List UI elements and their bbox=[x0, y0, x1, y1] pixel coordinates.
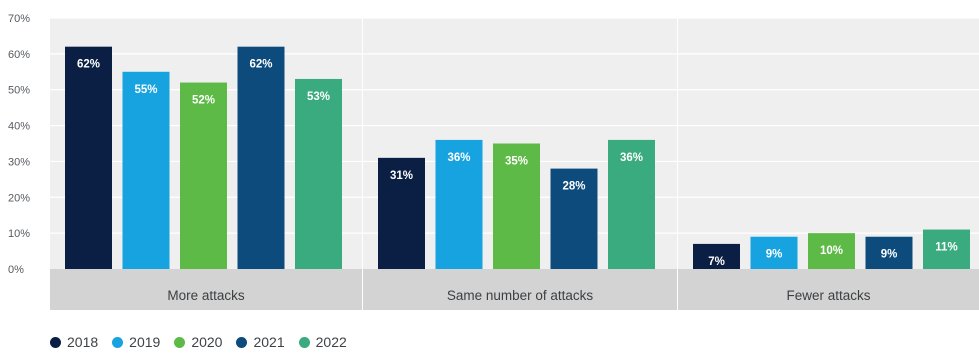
category-label: Same number of attacks bbox=[447, 288, 594, 303]
data-label: 7% bbox=[708, 256, 725, 268]
bar-2022 bbox=[608, 139, 655, 269]
data-label: 11% bbox=[935, 242, 957, 254]
legend-item: 2018 bbox=[50, 334, 98, 350]
bar-2019 bbox=[750, 236, 798, 269]
y-tick-label: 50% bbox=[8, 85, 30, 97]
legend-label: 2021 bbox=[253, 334, 285, 350]
legend-swatch bbox=[236, 336, 248, 348]
legend-swatch bbox=[112, 336, 124, 348]
category-strip bbox=[363, 269, 677, 310]
data-label: 35% bbox=[505, 156, 528, 168]
data-label: 10% bbox=[820, 245, 843, 257]
bar-2021 bbox=[237, 46, 285, 269]
plot-panel bbox=[678, 18, 979, 269]
bar-2018 bbox=[693, 243, 740, 269]
bar-2020 bbox=[808, 233, 855, 269]
bar-2022 bbox=[295, 78, 342, 269]
category-label: Fewer attacks bbox=[786, 288, 870, 303]
y-tick-label: 20% bbox=[8, 192, 30, 204]
bar-2020 bbox=[493, 143, 540, 269]
data-label: 31% bbox=[390, 170, 413, 182]
category-label: More attacks bbox=[167, 288, 245, 303]
y-tick-label: 60% bbox=[8, 49, 30, 61]
bar-2018 bbox=[65, 46, 112, 269]
bar-2020 bbox=[180, 82, 227, 270]
legend-swatch bbox=[298, 336, 310, 348]
data-label: 9% bbox=[881, 249, 898, 261]
legend-item: 2022 bbox=[298, 334, 347, 350]
bar-2021 bbox=[865, 236, 913, 269]
data-label: 52% bbox=[192, 95, 215, 107]
legend-item: 2019 bbox=[112, 334, 160, 350]
y-tick-label: 30% bbox=[8, 156, 30, 168]
y-tick-label: 10% bbox=[8, 228, 30, 240]
legend-label: 2022 bbox=[315, 334, 347, 350]
y-tick-label: 40% bbox=[8, 121, 30, 133]
data-label: 62% bbox=[249, 59, 272, 71]
data-label: 55% bbox=[134, 84, 157, 96]
data-label: 28% bbox=[562, 181, 585, 193]
data-label: 62% bbox=[77, 59, 100, 71]
legend-label: 2020 bbox=[191, 334, 223, 350]
legend-item: 2020 bbox=[174, 334, 222, 350]
legend-swatch bbox=[174, 336, 186, 348]
bar-2019 bbox=[435, 139, 483, 269]
y-tick-label: 70% bbox=[8, 13, 30, 25]
data-label: 9% bbox=[766, 249, 783, 261]
bar-chart: 0% 10% 20% 30% 40% 50% 60% 70% 62% 31% 7% 55% 36% 9%… bbox=[8, 13, 979, 310]
bar-2018 bbox=[378, 157, 425, 269]
data-label: 36% bbox=[447, 152, 470, 164]
bar-2022 bbox=[923, 229, 970, 269]
legend-label: 2019 bbox=[129, 334, 161, 350]
category-strip bbox=[678, 269, 979, 310]
data-label: 53% bbox=[307, 91, 330, 103]
legend-item: 2021 bbox=[236, 334, 285, 350]
legend: 2018 2019 2020 2021 2022 bbox=[50, 333, 347, 351]
bar-2019 bbox=[122, 71, 170, 270]
data-label: 36% bbox=[620, 152, 643, 164]
legend-label: 2018 bbox=[67, 334, 99, 350]
y-tick-label: 0% bbox=[8, 264, 24, 276]
category-strip bbox=[50, 269, 362, 310]
bar-2021 bbox=[550, 168, 598, 269]
legend-swatch bbox=[50, 336, 61, 348]
